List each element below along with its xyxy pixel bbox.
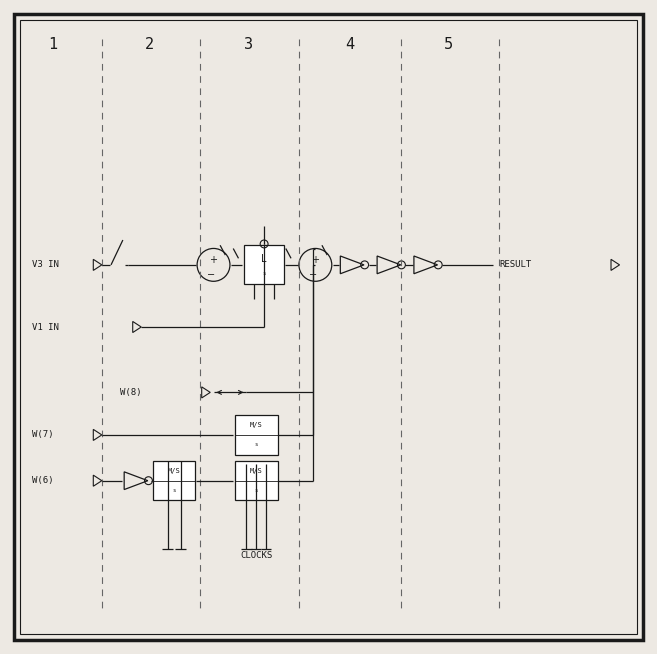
Text: W(6): W(6) — [32, 476, 53, 485]
Text: W(8): W(8) — [120, 388, 141, 397]
Text: M/S: M/S — [250, 468, 263, 474]
Text: −: − — [207, 269, 215, 280]
Text: 5: 5 — [443, 37, 453, 52]
Text: V3 IN: V3 IN — [32, 260, 58, 269]
Text: 1: 1 — [48, 37, 57, 52]
Text: RESULT: RESULT — [499, 260, 532, 269]
Text: +: + — [210, 255, 217, 265]
Text: 2: 2 — [145, 37, 154, 52]
Text: s: s — [263, 271, 265, 276]
Bar — [235, 415, 278, 455]
Text: +: + — [311, 255, 319, 265]
Text: 4: 4 — [345, 37, 354, 52]
Text: −: − — [309, 269, 317, 280]
Text: s: s — [255, 488, 258, 493]
Text: W(7): W(7) — [32, 430, 53, 439]
Bar — [235, 461, 278, 500]
Bar — [153, 461, 196, 500]
Text: M/S: M/S — [250, 422, 263, 428]
Text: s: s — [173, 488, 175, 493]
Text: s: s — [255, 442, 258, 447]
Text: V1 IN: V1 IN — [32, 322, 58, 332]
Text: M/S: M/S — [168, 468, 181, 474]
Bar — [244, 245, 284, 284]
Text: 3: 3 — [244, 37, 253, 52]
Text: CLOCKS: CLOCKS — [240, 551, 273, 560]
Text: L: L — [261, 254, 267, 264]
